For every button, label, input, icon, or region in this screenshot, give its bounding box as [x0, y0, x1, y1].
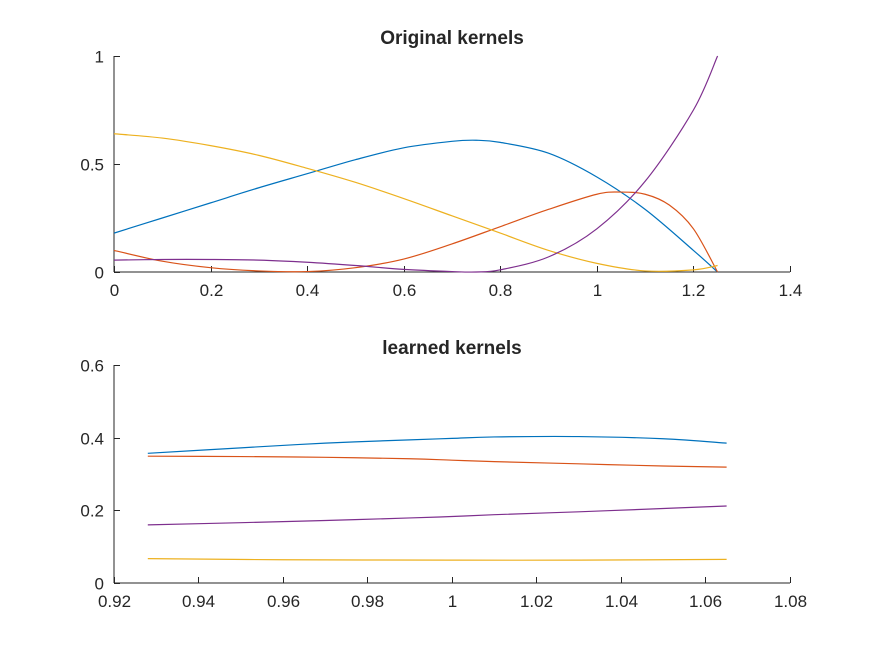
x-tick-label: 1.08: [774, 592, 807, 611]
series-line-2: [113, 191, 719, 273]
series-line-1: [113, 139, 718, 273]
series-line-1: [147, 435, 727, 454]
x-tick-label: 1.04: [605, 592, 638, 611]
x-tick-label: 0.8: [489, 281, 513, 300]
plot-learned-kernels: learned kernels 0.92 0.94 0.96 0.98 1 1.02 1.0…: [80, 338, 807, 611]
x-tick-label: 0: [110, 281, 119, 300]
series-line-2: [147, 455, 727, 468]
x-tick-label: 0.98: [351, 592, 384, 611]
x-tick-label: 1.06: [689, 592, 722, 611]
y-tick-label: 0: [95, 575, 104, 594]
chart-title: Original kernels: [380, 28, 524, 49]
y-tick-label: 0.5: [80, 156, 104, 175]
series-line-4: [147, 505, 727, 526]
y-tick-label: 0.4: [80, 430, 104, 449]
plot-original-kernels: Original kernels 0 0.2 0.4 0.6 0.8 1 1.2 1.4 0 0.…: [80, 28, 802, 300]
x-tick-label: 0.96: [267, 592, 300, 611]
x-tick-label: 0.6: [393, 281, 417, 300]
x-tick-label: 0.2: [200, 281, 224, 300]
series-line-4: [113, 55, 719, 273]
x-tick-label: 1: [593, 281, 602, 300]
y-tick-label: 1: [95, 48, 104, 67]
x-tick-label: 1.4: [779, 281, 803, 300]
series-line-3: [113, 133, 718, 272]
x-tick-label: 1.2: [682, 281, 706, 300]
x-tick-label: 1.02: [520, 592, 553, 611]
x-tick-label: 0.94: [182, 592, 215, 611]
chart-title: learned kernels: [382, 338, 521, 359]
y-tick-label: 0.2: [80, 502, 104, 521]
x-tick-label: 0.92: [98, 592, 131, 611]
x-tick-label: 1: [448, 592, 457, 611]
x-tick-label: 0.4: [296, 281, 320, 300]
y-tick-label: 0.6: [80, 357, 104, 376]
y-tick-label: 0: [95, 264, 104, 283]
series-line-3: [147, 558, 727, 561]
